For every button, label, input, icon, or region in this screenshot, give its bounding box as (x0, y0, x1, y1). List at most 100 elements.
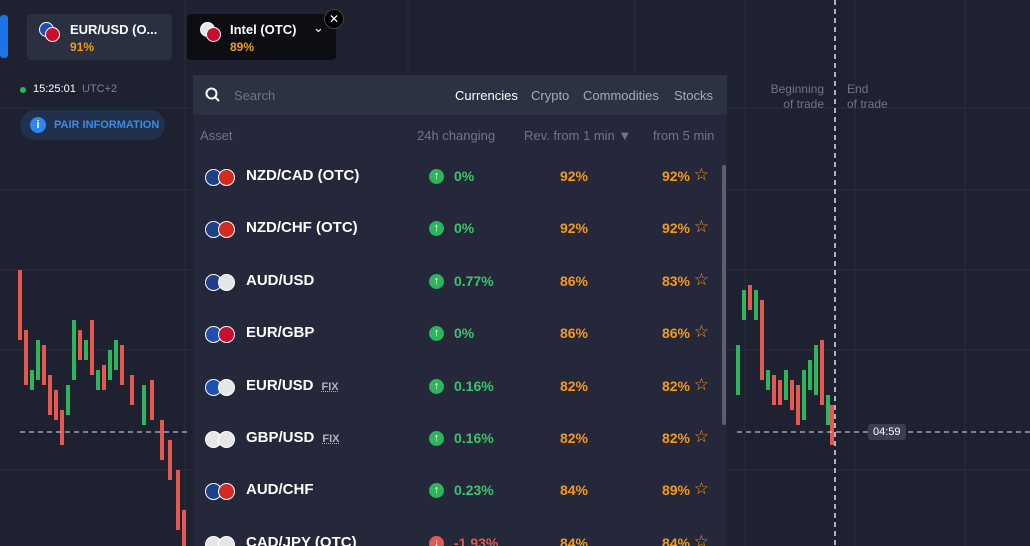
side-button[interactable] (0, 15, 8, 58)
asset-row[interactable]: AUD/CHF ↑ 0.23% 84% 89% ☆ (193, 465, 723, 517)
asset-name: NZD/CHF (OTC) (246, 219, 358, 236)
flag (218, 535, 235, 546)
asset-row[interactable]: GBP/USD FIX ↑ 0.16% 82% 82% ☆ (193, 413, 723, 465)
tab-payout: 89% (230, 40, 255, 54)
rev-1min: 84% (559, 482, 589, 499)
candles (18, 270, 834, 546)
change-24h: 0.77% (454, 272, 494, 289)
asset-row[interactable]: AUD/USD ↑ 0.77% 86% 83% ☆ (193, 256, 723, 308)
column-header[interactable]: 24h changing (417, 128, 496, 143)
change-24h: 0.16% (454, 430, 494, 446)
filter-tab[interactable]: Currencies (455, 88, 518, 103)
asset-row[interactable]: EUR/GBP ↑ 0% 86% 86% ☆ (193, 308, 723, 360)
flag (218, 326, 235, 344)
close-tab[interactable]: ✕ (324, 9, 344, 29)
rev-1min: 82% (559, 430, 589, 446)
search-bar[interactable]: Search Currencies Crypto Commodities Stocks (193, 75, 727, 115)
asset-label: NZD/CAD (OTC) (246, 167, 360, 184)
pair-info-label: PAIR INFORMATION (54, 119, 160, 131)
favorite-star[interactable]: ☆ (693, 374, 709, 394)
asset-name: AUD/USD (246, 272, 314, 289)
down-icon: ↓ (429, 535, 444, 546)
asset-name: EUR/GBP (246, 324, 314, 341)
change-24h: 0.16% (454, 377, 494, 394)
asset-name: GBP/USD FIX (246, 429, 339, 446)
search-placeholder: Search (234, 88, 276, 103)
asset-name: CAD/JPY (OTC) (246, 534, 357, 546)
change-24h: 0% (454, 220, 475, 237)
timer: 04:59 (868, 424, 906, 440)
tab-name: Intel (OTC) (230, 22, 297, 37)
up-icon: ↑ (429, 326, 444, 342)
rev-5min: 82% (661, 430, 690, 446)
rev-5min: 92% (661, 168, 690, 184)
favorite-star[interactable]: ☆ (693, 531, 709, 546)
tab-payout: 91% (70, 40, 95, 54)
rev-5min: 82% (661, 377, 690, 394)
asset-label: GBP/USD (246, 429, 315, 446)
label-line: End (847, 82, 869, 96)
up-icon: ↑ (429, 169, 444, 184)
favorite-star[interactable]: ☆ (693, 269, 709, 289)
change-24h: -1.93% (454, 534, 499, 546)
rev-1min: 86% (559, 325, 589, 342)
change-24h: 0% (454, 168, 475, 184)
favorite-star[interactable]: ☆ (693, 217, 709, 237)
filter-tab[interactable]: Stocks (674, 88, 714, 103)
rev-5min: 84% (661, 534, 690, 546)
asset-row[interactable]: NZD/CAD (OTC) ↑ 0% 92% 92% ☆ (193, 151, 723, 203)
asset-name: AUD/CHF (246, 481, 314, 498)
asset-dropdown: Search Currencies Crypto Commodities Stocks… (193, 75, 727, 546)
dropdown-chevron[interactable]: ⌄ (313, 20, 324, 35)
asset-name: NZD/CAD (OTC) (246, 167, 359, 184)
favorite-star[interactable]: ☆ (693, 322, 709, 342)
beginning-label: Beginning of trade (760, 82, 824, 112)
flag (218, 169, 235, 186)
column-header[interactable]: Rev. from 1 min ▼ (524, 128, 632, 143)
filter-tab[interactable]: Crypto (531, 88, 570, 103)
flag (218, 431, 235, 448)
column-header: Asset (200, 128, 233, 143)
up-icon: ↑ (429, 483, 444, 499)
asset-label: NZD/CHF (OTC) (246, 219, 358, 237)
status-dot (20, 87, 26, 93)
rev-1min: 84% (559, 534, 589, 546)
filter-tab[interactable]: Commodities (583, 88, 659, 103)
column-header[interactable]: from 5 min (653, 128, 715, 143)
rev-5min: 83% (661, 272, 690, 289)
asset-tab[interactable]: EUR/USD (O... 91% (27, 14, 172, 60)
rev-5min: 86% (661, 325, 690, 342)
favorite-star[interactable]: ☆ (693, 479, 709, 499)
up-icon: ↑ (429, 221, 444, 237)
asset-tag: FIX (321, 380, 339, 393)
rev-5min: 92% (661, 220, 690, 237)
flag (218, 483, 235, 501)
label-line: Beginning (770, 82, 824, 96)
label-line: of trade (847, 97, 888, 111)
asset-row[interactable]: NZD/CHF (OTC) ↑ 0% 92% 92% ☆ (193, 203, 723, 255)
rev-1min: 92% (559, 168, 589, 184)
tab-name: EUR/USD (O... (70, 22, 158, 37)
pair-info-button[interactable]: i PAIR INFORMATION (20, 110, 165, 140)
label-line: of trade (783, 97, 824, 111)
end-label: End of trade (847, 82, 888, 112)
up-icon: ↑ (429, 431, 444, 446)
asset-label: AUD/USD (246, 271, 315, 289)
asset-row[interactable]: EUR/USD FIX ↑ 0.16% 82% 82% ☆ (193, 361, 723, 413)
favorite-star[interactable]: ☆ (693, 427, 709, 446)
asset-label: EUR/USD (246, 376, 314, 394)
flag (218, 378, 235, 396)
asset-label: EUR/GBP (246, 324, 315, 342)
rev-5min: 89% (661, 482, 690, 499)
asset-label: CAD/JPY (OTC) (246, 533, 357, 546)
scrollbar[interactable] (722, 165, 726, 425)
change-24h: 0% (454, 325, 475, 342)
asset-row[interactable]: CAD/JPY (OTC) ↓ -1.93% 84% 84% ☆ (193, 518, 723, 546)
clock-zone: UTC+2 (82, 83, 118, 95)
clock-time: 15:25:01 (33, 83, 76, 95)
search-icon (205, 87, 220, 102)
asset-tab[interactable]: Intel (OTC) ⌄ 89% ✕ (187, 9, 344, 60)
favorite-star[interactable]: ☆ (693, 165, 709, 184)
